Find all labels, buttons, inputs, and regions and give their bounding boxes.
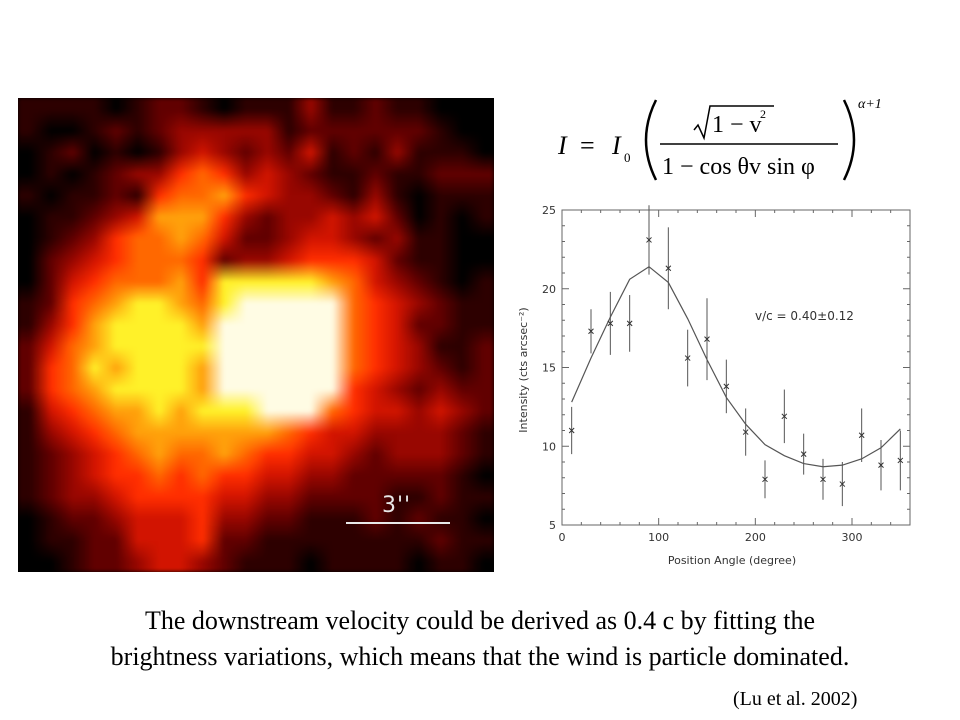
x-tick-label: 300: [842, 531, 863, 544]
sqrt-sign: [693, 105, 774, 141]
y-tick-label: 15: [542, 362, 556, 375]
formula-lhs: I: [557, 131, 568, 160]
x-tick-label: 200: [745, 531, 766, 544]
data-point: [839, 462, 846, 507]
data-point: [878, 439, 884, 491]
point-marker: [897, 457, 904, 464]
caption-line-1: The downstream velocity could be derived…: [144, 606, 816, 635]
data-point: [588, 309, 594, 354]
y-axis-label: Intensity (cts arcsec⁻²): [517, 307, 530, 432]
scale-bar: [346, 522, 450, 524]
data-point: [762, 460, 768, 499]
formula-coef-sub: 0: [624, 150, 631, 165]
data-point: [646, 205, 652, 275]
point-marker: [858, 432, 865, 439]
point-marker: [878, 462, 884, 469]
data-point: [800, 433, 807, 475]
x-tick-label: 0: [559, 531, 566, 544]
data-point: [607, 291, 614, 355]
point-marker: [665, 265, 672, 272]
point-marker: [800, 451, 807, 457]
xray-heatmap-image: 3'': [18, 98, 494, 572]
data-point: [897, 430, 904, 491]
y-tick-label: 10: [542, 440, 556, 453]
point-marker: [839, 481, 846, 487]
formula-numerator-sup: 2: [760, 107, 766, 121]
data-point: [684, 329, 691, 387]
formula-exponent: α+1: [858, 97, 882, 112]
data-point: [704, 298, 710, 381]
data-point: [665, 227, 672, 310]
scale-bar-label: 3'': [382, 493, 412, 518]
formula: I = I 0 1 − v 2 1 − cos θv sin φ α+1: [557, 97, 882, 181]
caption-line-2: brightness variations, which means that …: [110, 642, 850, 671]
fit-curve: [571, 265, 901, 468]
point-marker: [684, 355, 691, 361]
x-tick-label: 100: [648, 531, 669, 544]
left-paren: [644, 99, 658, 181]
point-marker: [607, 320, 614, 327]
heatmap-pixels: [18, 98, 494, 572]
data-point: [820, 458, 826, 500]
point-marker: [704, 336, 710, 343]
data-point: [568, 406, 575, 455]
point-marker: [781, 413, 788, 420]
point-marker: [723, 383, 730, 390]
right-paren: [842, 99, 856, 181]
fit-annotation: v/c = 0.40±0.12: [755, 309, 854, 323]
y-tick-label: 20: [542, 283, 556, 296]
intensity-plot: 0 100 200 300 5 10 15 20 25 Position Angle (degr…: [505, 200, 925, 574]
x-axis-label: Position Angle (degree): [668, 554, 796, 567]
formula-numerator: 1 − v: [712, 112, 762, 138]
point-marker: [626, 320, 633, 327]
formula-coef: I: [611, 131, 622, 160]
point-marker: [820, 476, 826, 483]
point-marker: [762, 476, 768, 483]
citation: (Lu et al. 2002): [733, 688, 858, 710]
data-point: [858, 408, 865, 462]
y-tick-label: 25: [542, 204, 556, 217]
formula-equals: =: [580, 131, 595, 160]
point-marker: [588, 328, 594, 335]
point-marker: [568, 427, 575, 434]
formula-denominator: 1 − cos θv sin φ: [662, 154, 815, 180]
data-point: [723, 359, 730, 414]
y-tick-label: 5: [549, 519, 556, 532]
point-marker: [646, 237, 652, 243]
data-point: [742, 408, 749, 456]
point-marker: [742, 429, 749, 435]
data-point: [626, 295, 633, 352]
data-point: [781, 389, 788, 444]
